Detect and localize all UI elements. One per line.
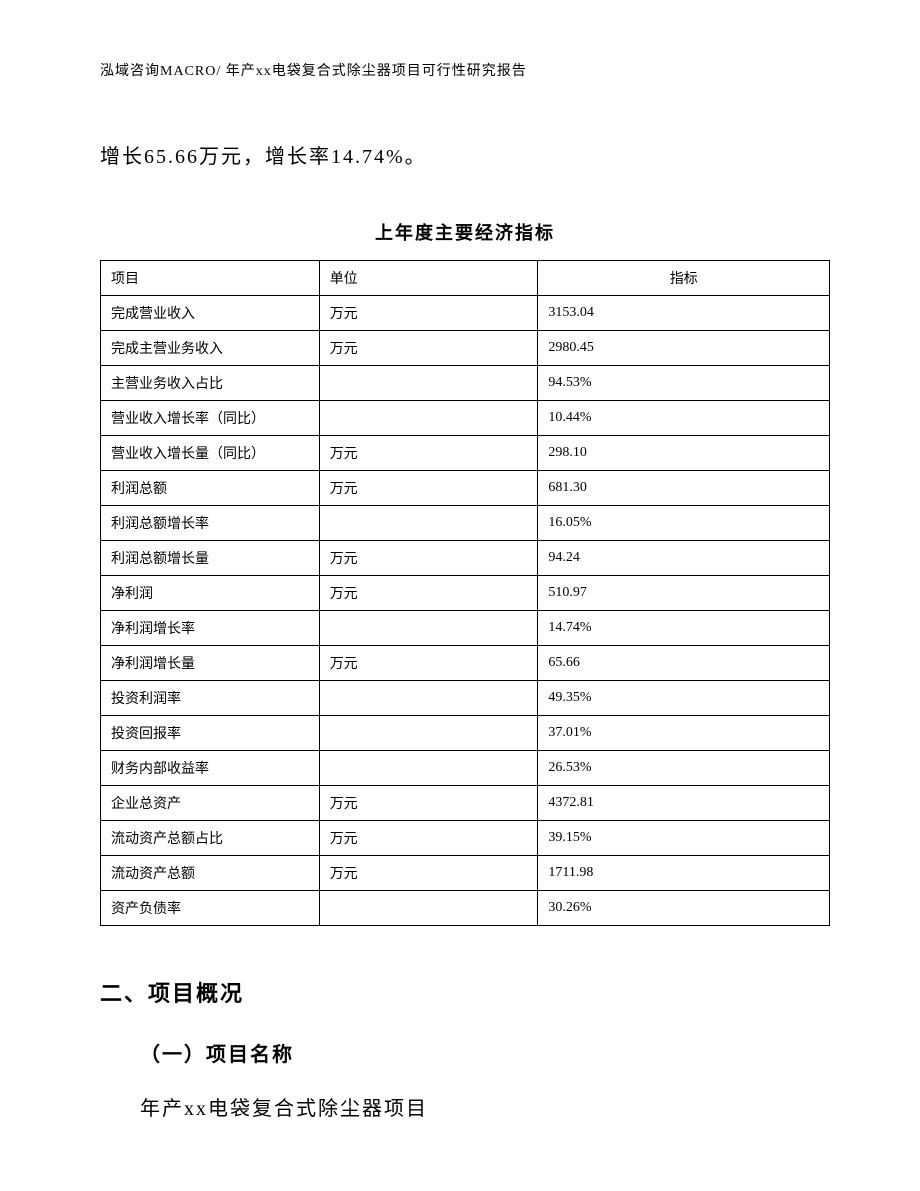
- intro-paragraph: 增长65.66万元，增长率14.74%。: [100, 140, 830, 169]
- body-paragraph: 年产xx电袋复合式除尘器项目: [140, 1092, 830, 1121]
- cell-item: 投资回报率: [101, 716, 320, 751]
- table-row: 净利润增长率 14.74%: [101, 611, 830, 646]
- table-row: 主营业务收入占比 94.53%: [101, 366, 830, 401]
- table-body: 完成营业收入 万元 3153.04 完成主营业务收入 万元 2980.45 主营…: [101, 296, 830, 926]
- cell-item: 主营业务收入占比: [101, 366, 320, 401]
- cell-unit: 万元: [319, 436, 538, 471]
- table-row: 营业收入增长量（同比） 万元 298.10: [101, 436, 830, 471]
- cell-item: 流动资产总额占比: [101, 821, 320, 856]
- cell-unit: 万元: [319, 331, 538, 366]
- page-header: 泓域咨询MACRO/ 年产xx电袋复合式除尘器项目可行性研究报告: [100, 60, 830, 80]
- cell-item: 资产负债率: [101, 891, 320, 926]
- cell-item: 净利润增长率: [101, 611, 320, 646]
- cell-value: 14.74%: [538, 611, 830, 646]
- cell-unit: 万元: [319, 471, 538, 506]
- cell-unit: 万元: [319, 296, 538, 331]
- cell-value: 16.05%: [538, 506, 830, 541]
- column-header-item: 项目: [101, 261, 320, 296]
- table-row: 营业收入增长率（同比） 10.44%: [101, 401, 830, 436]
- cell-unit: [319, 681, 538, 716]
- cell-value: 26.53%: [538, 751, 830, 786]
- cell-unit: [319, 891, 538, 926]
- cell-item: 净利润增长量: [101, 646, 320, 681]
- cell-item: 完成主营业务收入: [101, 331, 320, 366]
- cell-item: 利润总额增长率: [101, 506, 320, 541]
- cell-item: 财务内部收益率: [101, 751, 320, 786]
- cell-unit: 万元: [319, 856, 538, 891]
- cell-unit: [319, 716, 538, 751]
- cell-item: 营业收入增长量（同比）: [101, 436, 320, 471]
- table-row: 净利润 万元 510.97: [101, 576, 830, 611]
- cell-value: 2980.45: [538, 331, 830, 366]
- cell-unit: [319, 366, 538, 401]
- table-row: 投资利润率 49.35%: [101, 681, 830, 716]
- table-header-row: 项目 单位 指标: [101, 261, 830, 296]
- cell-value: 3153.04: [538, 296, 830, 331]
- cell-item: 利润总额: [101, 471, 320, 506]
- cell-value: 510.97: [538, 576, 830, 611]
- cell-value: 65.66: [538, 646, 830, 681]
- table-title: 上年度主要经济指标: [100, 219, 830, 245]
- table-row: 投资回报率 37.01%: [101, 716, 830, 751]
- cell-unit: 万元: [319, 786, 538, 821]
- table-row: 财务内部收益率 26.53%: [101, 751, 830, 786]
- cell-unit: 万元: [319, 646, 538, 681]
- table-row: 完成营业收入 万元 3153.04: [101, 296, 830, 331]
- table-row: 完成主营业务收入 万元 2980.45: [101, 331, 830, 366]
- economic-indicators-table: 项目 单位 指标 完成营业收入 万元 3153.04 完成主营业务收入 万元 2…: [100, 260, 830, 926]
- cell-item: 企业总资产: [101, 786, 320, 821]
- table-row: 净利润增长量 万元 65.66: [101, 646, 830, 681]
- cell-unit: [319, 401, 538, 436]
- cell-value: 298.10: [538, 436, 830, 471]
- table-row: 流动资产总额占比 万元 39.15%: [101, 821, 830, 856]
- column-header-indicator: 指标: [538, 261, 830, 296]
- column-header-unit: 单位: [319, 261, 538, 296]
- table-row: 利润总额 万元 681.30: [101, 471, 830, 506]
- cell-item: 营业收入增长率（同比）: [101, 401, 320, 436]
- cell-value: 49.35%: [538, 681, 830, 716]
- cell-unit: 万元: [319, 821, 538, 856]
- table-row: 资产负债率 30.26%: [101, 891, 830, 926]
- cell-value: 4372.81: [538, 786, 830, 821]
- cell-unit: [319, 751, 538, 786]
- cell-value: 1711.98: [538, 856, 830, 891]
- table-row: 企业总资产 万元 4372.81: [101, 786, 830, 821]
- cell-item: 流动资产总额: [101, 856, 320, 891]
- cell-value: 37.01%: [538, 716, 830, 751]
- cell-unit: 万元: [319, 541, 538, 576]
- cell-item: 投资利润率: [101, 681, 320, 716]
- section-heading: 二、项目概况: [100, 976, 830, 1008]
- cell-unit: [319, 611, 538, 646]
- cell-value: 30.26%: [538, 891, 830, 926]
- subsection-heading: （一）项目名称: [140, 1038, 830, 1067]
- table-row: 利润总额增长量 万元 94.24: [101, 541, 830, 576]
- cell-value: 10.44%: [538, 401, 830, 436]
- cell-unit: [319, 506, 538, 541]
- cell-value: 681.30: [538, 471, 830, 506]
- cell-value: 94.53%: [538, 366, 830, 401]
- cell-item: 净利润: [101, 576, 320, 611]
- table-row: 流动资产总额 万元 1711.98: [101, 856, 830, 891]
- table-row: 利润总额增长率 16.05%: [101, 506, 830, 541]
- cell-item: 完成营业收入: [101, 296, 320, 331]
- cell-item: 利润总额增长量: [101, 541, 320, 576]
- cell-unit: 万元: [319, 576, 538, 611]
- cell-value: 39.15%: [538, 821, 830, 856]
- cell-value: 94.24: [538, 541, 830, 576]
